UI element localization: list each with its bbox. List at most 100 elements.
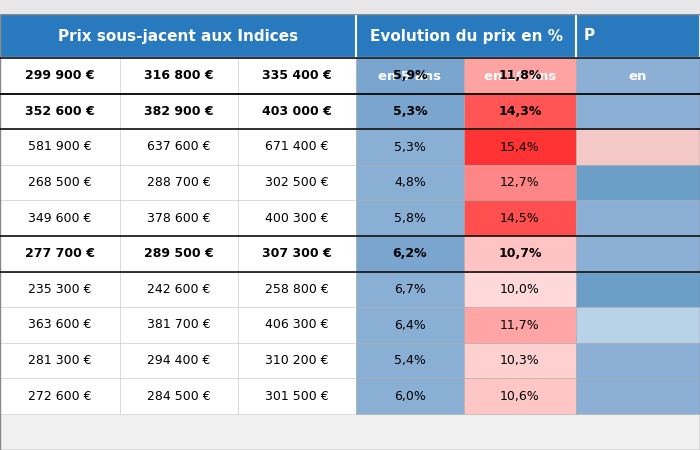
Bar	[464, 165, 576, 200]
Text: 349 600 €: 349 600 €	[28, 212, 92, 225]
Bar	[238, 307, 356, 343]
Text: 301 500 €: 301 500 €	[265, 390, 329, 403]
Bar	[238, 58, 356, 94]
Text: 272 600 €: 272 600 €	[28, 390, 92, 403]
Bar	[464, 378, 576, 414]
Text: 299 900 €: 299 900 €	[25, 69, 94, 82]
Bar	[356, 200, 464, 236]
Bar	[0, 378, 120, 414]
Text: 15,4%: 15,4%	[500, 140, 540, 153]
Text: 6,2%: 6,2%	[393, 248, 427, 260]
Bar	[120, 272, 238, 307]
Text: 258 800 €: 258 800 €	[265, 283, 329, 296]
Text: P: P	[584, 28, 595, 44]
Bar	[576, 165, 700, 200]
Bar	[0, 58, 120, 94]
Text: 581 900 €: 581 900 €	[28, 140, 92, 153]
Bar	[238, 236, 356, 272]
Text: 242 600 €: 242 600 €	[147, 283, 211, 296]
Bar	[576, 272, 700, 307]
Text: 277 700 €: 277 700 €	[25, 248, 95, 260]
Text: 671 400 €: 671 400 €	[265, 140, 329, 153]
Text: 6,0%: 6,0%	[394, 390, 426, 403]
Text: 281 300 €: 281 300 €	[28, 354, 92, 367]
Text: 4,8%: 4,8%	[394, 176, 426, 189]
Text: 637 600 €: 637 600 €	[147, 140, 211, 153]
Bar	[464, 58, 576, 94]
Bar	[576, 58, 700, 94]
Bar	[0, 58, 120, 94]
Text: 5,3%: 5,3%	[394, 140, 426, 153]
Text: Evolution du prix en %: Evolution du prix en %	[370, 28, 563, 44]
Bar	[238, 129, 356, 165]
Bar	[238, 165, 356, 200]
Text: en: en	[629, 69, 648, 82]
Bar	[238, 200, 356, 236]
Bar	[120, 200, 238, 236]
Bar	[576, 129, 700, 165]
Text: en 5 ans: en 5 ans	[379, 69, 442, 82]
Bar	[464, 272, 576, 307]
Text: 352 600 €: 352 600 €	[25, 105, 95, 118]
Bar	[356, 14, 576, 58]
Text: 288 700 €: 288 700 €	[147, 176, 211, 189]
Bar	[356, 129, 464, 165]
Bar	[356, 378, 464, 414]
Bar	[464, 307, 576, 343]
Text: 235 300 €: 235 300 €	[28, 283, 92, 296]
Bar	[576, 94, 700, 129]
Text: 302 500 €: 302 500 €	[265, 176, 329, 189]
Text: 406 300 €: 406 300 €	[265, 319, 329, 332]
Text: 6,4%: 6,4%	[394, 319, 426, 332]
Bar	[464, 129, 576, 165]
Bar	[356, 236, 464, 272]
Bar	[356, 58, 464, 94]
Text: 307 300 €: 307 300 €	[262, 248, 332, 260]
Bar	[356, 94, 464, 129]
Bar	[0, 94, 120, 129]
Bar	[120, 58, 238, 94]
Bar	[238, 378, 356, 414]
Text: 12,7%: 12,7%	[500, 176, 540, 189]
Bar	[120, 378, 238, 414]
Bar	[0, 307, 120, 343]
Bar	[238, 94, 356, 129]
Bar	[464, 200, 576, 236]
Bar	[356, 307, 464, 343]
Bar	[0, 165, 120, 200]
Text: 10,6%: 10,6%	[500, 390, 540, 403]
Bar	[464, 94, 576, 129]
Text: 381 700 €: 381 700 €	[147, 319, 211, 332]
Text: T3 2014: T3 2014	[30, 69, 90, 82]
Bar	[464, 343, 576, 378]
Bar	[120, 94, 238, 129]
Text: 310 200 €: 310 200 €	[265, 354, 329, 367]
Text: 5,8%: 5,8%	[394, 212, 426, 225]
Bar	[0, 129, 120, 165]
Bar	[238, 58, 356, 94]
Text: T3 2024: T3 2024	[267, 69, 327, 82]
Text: 14,3%: 14,3%	[498, 105, 542, 118]
Bar	[0, 272, 120, 307]
Bar	[0, 200, 120, 236]
Bar	[120, 236, 238, 272]
Bar	[238, 272, 356, 307]
Text: 10,7%: 10,7%	[498, 248, 542, 260]
Text: 284 500 €: 284 500 €	[147, 390, 211, 403]
Text: 11,8%: 11,8%	[498, 69, 542, 82]
Text: 363 600 €: 363 600 €	[28, 319, 92, 332]
Text: 378 600 €: 378 600 €	[147, 212, 211, 225]
Bar	[576, 307, 700, 343]
Bar	[0, 0, 700, 14]
Bar	[356, 343, 464, 378]
Bar	[120, 165, 238, 200]
Text: Prix sous-jacent aux Indices: Prix sous-jacent aux Indices	[58, 28, 298, 44]
Bar	[120, 307, 238, 343]
Bar	[576, 58, 700, 94]
Text: 335 400 €: 335 400 €	[262, 69, 332, 82]
Bar	[356, 272, 464, 307]
Bar	[0, 343, 120, 378]
Text: 289 500 €: 289 500 €	[144, 248, 214, 260]
Text: 316 800 €: 316 800 €	[144, 69, 214, 82]
Bar	[464, 58, 576, 94]
